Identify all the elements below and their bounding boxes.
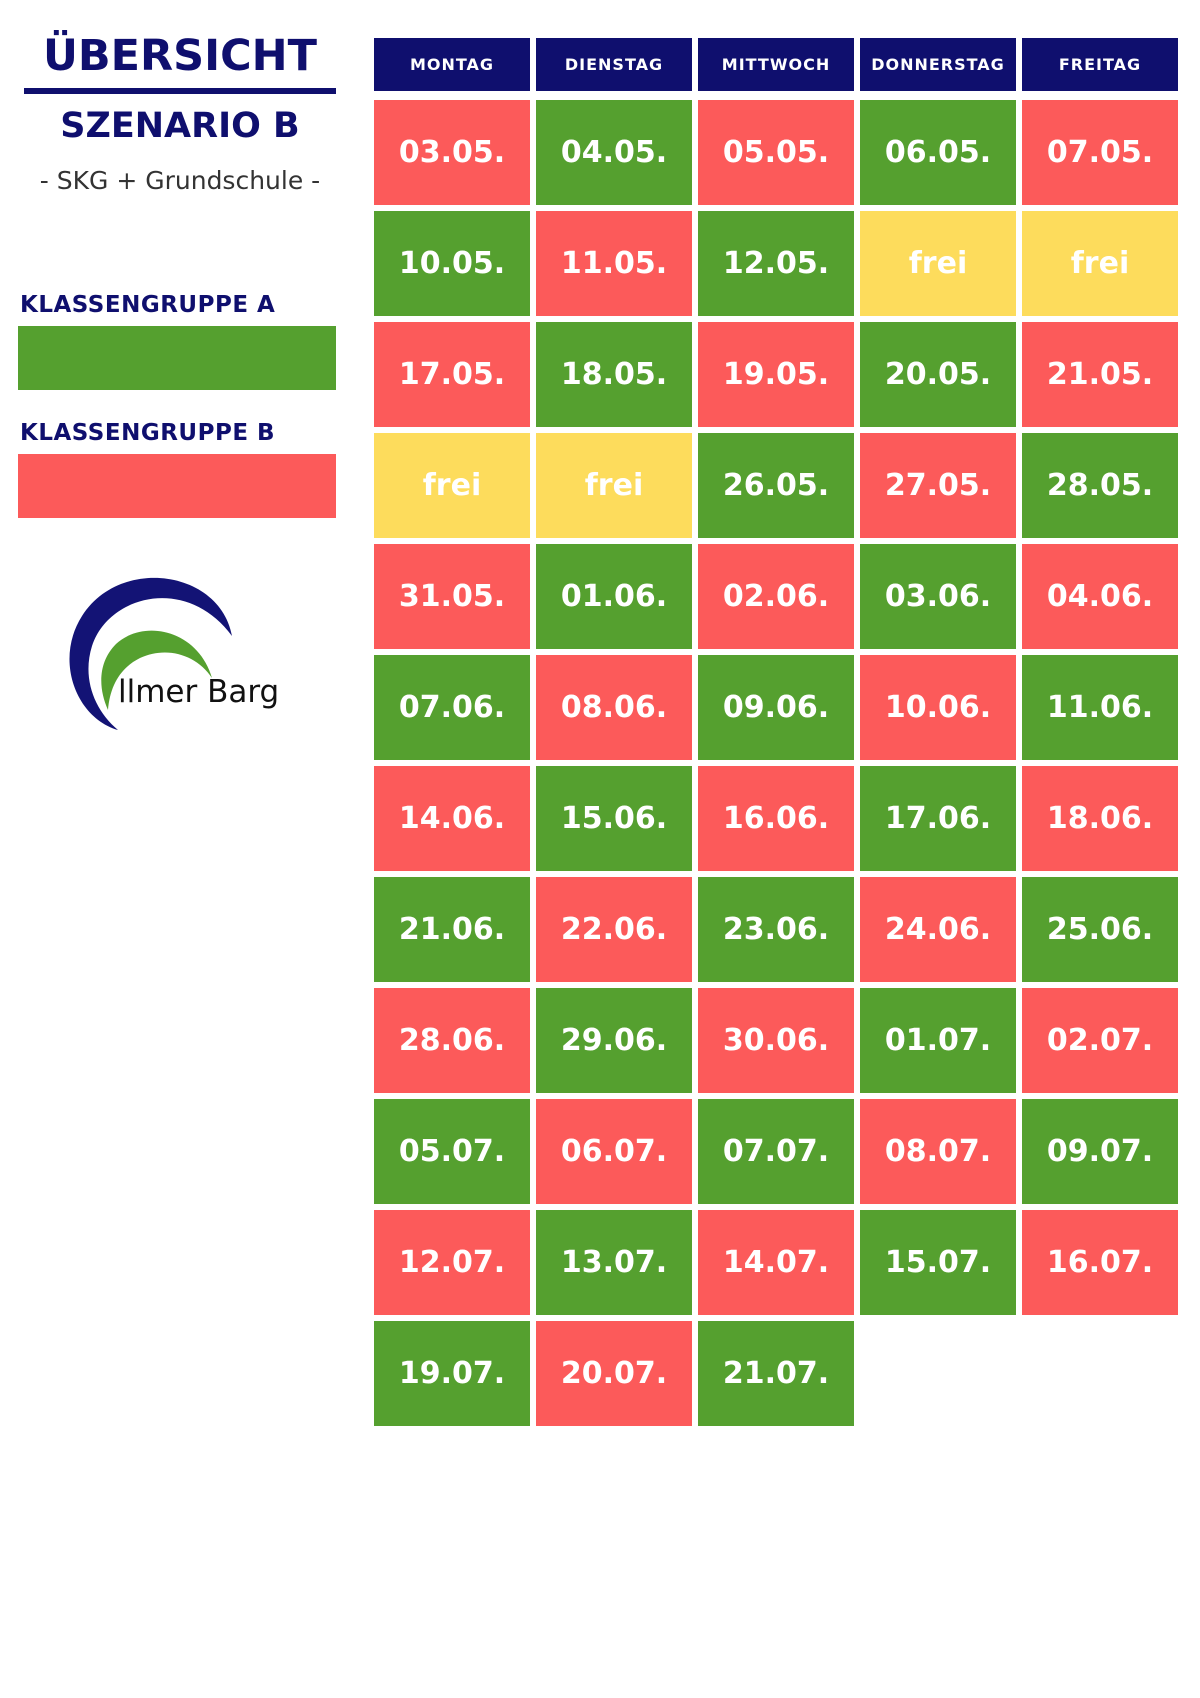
legend-label-group-b: KLASSENGRUPPE B — [20, 420, 276, 446]
day-cell-group-b: 10.06. — [860, 655, 1016, 760]
day-cell-group-b: 28.06. — [374, 988, 530, 1093]
day-cell-group-a: 25.06. — [1022, 877, 1178, 982]
day-cell-group-a: 21.06. — [374, 877, 530, 982]
legend-swatch-group-b — [18, 454, 336, 518]
day-cell-group-a: 20.05. — [860, 322, 1016, 427]
scenario-title: SZENARIO B — [60, 106, 300, 146]
sidebar: ÜBERSICHT SZENARIO B - SKG + Grundschule… — [0, 0, 360, 800]
day-cell-group-b: 06.07. — [536, 1099, 692, 1204]
day-cell-group-a: 17.06. — [860, 766, 1016, 871]
day-cell-group-a: 15.07. — [860, 1210, 1016, 1315]
day-cell-group-b: 22.06. — [536, 877, 692, 982]
day-cell-group-b: 16.07. — [1022, 1210, 1178, 1315]
day-cell-group-a: 15.06. — [536, 766, 692, 871]
day-cell-group-a: 18.05. — [536, 322, 692, 427]
day-cell-group-a: 01.07. — [860, 988, 1016, 1093]
day-cell-group-b: 14.07. — [698, 1210, 854, 1315]
day-cell-group-b: 24.06. — [860, 877, 1016, 982]
schedule-grid: MONTAG DIENSTAG MITTWOCH DONNERSTAG FREITAG 0… — [374, 38, 1178, 1438]
day-cell-group-a: 23.06. — [698, 877, 854, 982]
day-cell-group-b: 07.05. — [1022, 100, 1178, 205]
day-cell-frei: frei — [860, 211, 1016, 316]
day-cell-group-b: 05.05. — [698, 100, 854, 205]
day-cell-group-b: 02.06. — [698, 544, 854, 649]
day-cell-group-b: 18.06. — [1022, 766, 1178, 871]
day-cell-frei: frei — [536, 433, 692, 538]
day-cell-group-a: 21.07. — [698, 1321, 854, 1426]
logo-text: llmer Barg — [118, 674, 280, 710]
day-cell-group-a: 05.07. — [374, 1099, 530, 1204]
day-cell-frei: frei — [1022, 211, 1178, 316]
day-cell-group-a: 13.07. — [536, 1210, 692, 1315]
day-cell-group-a: 03.06. — [860, 544, 1016, 649]
day-cell-group-b: 04.06. — [1022, 544, 1178, 649]
day-cell-group-b: 03.05. — [374, 100, 530, 205]
day-cell-group-b: 31.05. — [374, 544, 530, 649]
day-header-mittwoch: MITTWOCH — [698, 38, 854, 91]
page-title: ÜBERSICHT — [42, 31, 318, 81]
day-cell-group-b: 08.07. — [860, 1099, 1016, 1204]
day-cell-group-b: 02.07. — [1022, 988, 1178, 1093]
day-cell-group-a: 11.06. — [1022, 655, 1178, 760]
legend-label-group-a: KLASSENGRUPPE A — [20, 292, 276, 318]
school-logo-icon — [69, 577, 232, 730]
legend-swatch-group-a — [18, 326, 336, 390]
day-header-dienstag: DIENSTAG — [536, 38, 692, 91]
day-cell-group-a: 26.05. — [698, 433, 854, 538]
day-cell-group-b: 08.06. — [536, 655, 692, 760]
day-cell-group-a: 07.06. — [374, 655, 530, 760]
day-cell-group-b: 17.05. — [374, 322, 530, 427]
day-cell-group-a: 09.07. — [1022, 1099, 1178, 1204]
day-cell-group-a: 28.05. — [1022, 433, 1178, 538]
day-cell-group-a: 10.05. — [374, 211, 530, 316]
day-cell-frei: frei — [374, 433, 530, 538]
day-cell-group-a: 04.05. — [536, 100, 692, 205]
scenario-subtitle: - SKG + Grundschule - — [39, 166, 321, 195]
day-header-donnerstag: DONNERSTAG — [860, 38, 1016, 91]
day-cell-group-a: 19.07. — [374, 1321, 530, 1426]
day-cell-group-a: 06.05. — [860, 100, 1016, 205]
day-cell-group-a: 29.06. — [536, 988, 692, 1093]
day-cell-group-a: 12.05. — [698, 211, 854, 316]
title-divider — [24, 88, 336, 94]
day-cell-group-b: 16.06. — [698, 766, 854, 871]
day-cell-group-b: 19.05. — [698, 322, 854, 427]
day-cell-group-b: 30.06. — [698, 988, 854, 1093]
day-header-montag: MONTAG — [374, 38, 530, 91]
day-cell-group-a: 07.07. — [698, 1099, 854, 1204]
day-cell-group-b: 14.06. — [374, 766, 530, 871]
day-cell-group-b: 20.07. — [536, 1321, 692, 1426]
day-cell-group-b: 27.05. — [860, 433, 1016, 538]
day-cell-group-a: 09.06. — [698, 655, 854, 760]
day-cell-group-b: 21.05. — [1022, 322, 1178, 427]
day-cell-group-b: 12.07. — [374, 1210, 530, 1315]
day-cell-group-a: 01.06. — [536, 544, 692, 649]
day-header-freitag: FREITAG — [1022, 38, 1178, 91]
day-cell-group-b: 11.05. — [536, 211, 692, 316]
